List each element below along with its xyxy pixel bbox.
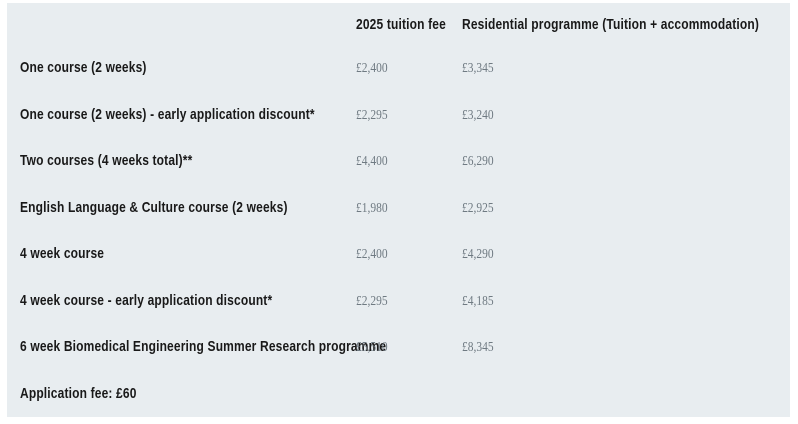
tuition-fee-value: £2,295 [356, 106, 388, 122]
residential-fee-value: £3,345 [462, 60, 494, 76]
table-row: 4 week course £2,400 £4,290 [7, 231, 790, 278]
table-row: English Language & Culture course (2 wee… [7, 185, 790, 232]
course-label: 4 week course - early application discou… [20, 291, 273, 309]
table-header-row: 2025 tuition fee Residential programme (… [7, 3, 790, 45]
application-fee-label: Application fee: £60 [20, 384, 137, 402]
table-row: One course (2 weeks) £2,400 £3,345 [7, 45, 790, 92]
tuition-fee-value: £2,400 [356, 60, 388, 76]
tuition-fee-value: £2,295 [356, 292, 388, 308]
residential-fee-value: £8,345 [462, 339, 494, 355]
residential-fee-value: £3,240 [462, 106, 494, 122]
table-row: 4 week course - early application discou… [7, 278, 790, 325]
fees-table: 2025 tuition fee Residential programme (… [7, 3, 790, 417]
course-label: 4 week course [20, 245, 105, 263]
header-tuition-fee: 2025 tuition fee [356, 15, 446, 33]
course-label: One course (2 weeks) [20, 59, 147, 77]
tuition-fee-value: £2,400 [356, 246, 388, 262]
residential-fee-value: £4,290 [462, 246, 494, 262]
table-row: One course (2 weeks) - early application… [7, 92, 790, 139]
tuition-fee-value: £5,510 [356, 339, 388, 355]
tuition-fee-value: £4,400 [356, 153, 388, 169]
course-label: English Language & Culture course (2 wee… [20, 198, 288, 216]
residential-fee-value: £2,925 [462, 199, 494, 215]
table-row: 6 week Biomedical Engineering Summer Res… [7, 324, 790, 371]
table-row-application-fee: Application fee: £60 [7, 371, 790, 418]
course-label: 6 week Biomedical Engineering Summer Res… [20, 338, 387, 356]
residential-fee-value: £4,185 [462, 292, 494, 308]
course-label: Two courses (4 weeks total)** [20, 152, 193, 170]
table-row: Two courses (4 weeks total)** £4,400 £6,… [7, 138, 790, 185]
tuition-fee-value: £1,980 [356, 199, 388, 215]
residential-fee-value: £6,290 [462, 153, 494, 169]
header-residential-programme: Residential programme (Tuition + accommo… [462, 15, 760, 33]
course-label: One course (2 weeks) - early application… [20, 105, 315, 123]
